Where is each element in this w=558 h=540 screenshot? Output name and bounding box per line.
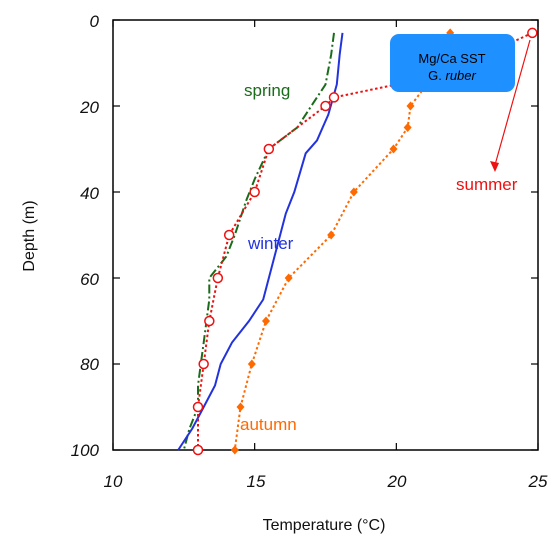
plot-area: Mg/Ca SST G. ruber spring winter summer …	[112, 19, 539, 456]
data-point-summer	[320, 100, 331, 112]
data-point-summer	[198, 358, 209, 370]
series-line-winter	[177, 32, 344, 451]
summer-arrow	[490, 39, 531, 172]
mgca-sst-box-bg	[390, 34, 515, 92]
mgca-sst-box: Mg/Ca SST G. ruber	[390, 34, 515, 92]
data-point-autumn	[403, 123, 412, 132]
data-point-autumn	[406, 101, 415, 111]
y-tick-label: 20	[79, 98, 99, 117]
data-point-autumn	[230, 445, 239, 455]
data-point-autumn	[389, 144, 398, 154]
data-point-summer	[223, 229, 235, 241]
y-tick-label: 100	[71, 441, 100, 460]
data-point-autumn	[284, 273, 293, 283]
winter-label: winter	[247, 234, 294, 253]
x-tick-label: 20	[387, 472, 407, 491]
data-point-summer	[212, 272, 224, 284]
y-axis-label: Depth (m)	[21, 200, 38, 271]
y-tick-label: 80	[80, 355, 99, 374]
y-tick-label: 0	[90, 12, 100, 31]
data-point-summer	[263, 143, 275, 155]
series-winter	[177, 32, 344, 451]
data-point-summer	[192, 401, 204, 413]
x-tick-labels: 10 15 20 25	[104, 472, 548, 491]
x-axis-label: Temperature (°C)	[263, 517, 386, 534]
ruber-label: ruber	[446, 68, 477, 83]
data-point-autumn	[349, 187, 358, 197]
data-point-autumn	[236, 402, 245, 412]
y-tick-labels: 0 20 40 60 80 100	[71, 12, 100, 460]
x-tick-label: 25	[528, 472, 548, 491]
g-ruber-label: G. ruber	[428, 68, 476, 83]
series-spring	[182, 32, 335, 451]
data-point-summer	[328, 92, 340, 103]
series-line-spring	[182, 32, 335, 451]
data-point-summer	[192, 444, 204, 456]
x-tick-label: 15	[247, 472, 266, 491]
spring-label: spring	[244, 81, 290, 100]
mgca-sst-label: Mg/Ca SST	[418, 51, 485, 66]
autumn-label: autumn	[240, 415, 297, 434]
data-point-autumn	[327, 230, 336, 240]
data-point-autumn	[247, 359, 256, 369]
data-point-autumn	[262, 316, 270, 326]
g-label: G.	[428, 68, 442, 83]
y-tick-label: 60	[80, 270, 99, 289]
series-line-autumn	[233, 32, 452, 451]
data-point-summer	[249, 186, 260, 198]
summer-label: summer	[456, 175, 518, 194]
y-tick-label: 40	[80, 184, 99, 203]
data-point-summer	[527, 27, 538, 39]
data-point-summer	[204, 315, 215, 327]
axis-ticks	[112, 19, 539, 451]
plot-frame	[112, 19, 539, 451]
series-layer	[177, 27, 538, 456]
x-tick-label: 10	[104, 472, 123, 491]
